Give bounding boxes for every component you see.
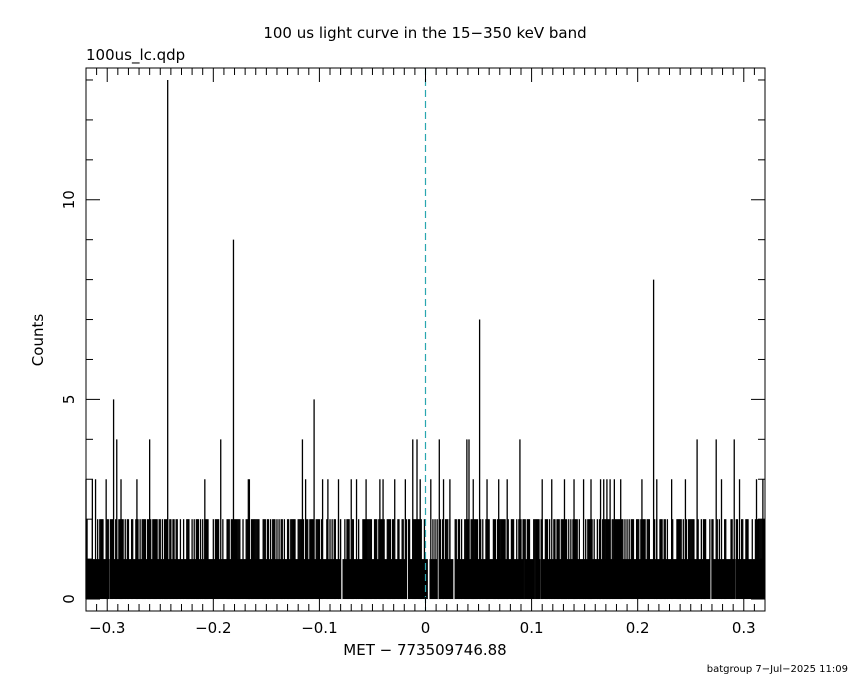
x-axis-label: MET − 773509746.88	[343, 641, 506, 659]
y-tick-label: 5	[60, 395, 78, 405]
y-tick-labels: 0 5 10	[60, 190, 78, 604]
zero-bin	[710, 558, 712, 600]
x-tick-labels: −0.3 −0.2 −0.1 0 0.1 0.2 0.3	[89, 619, 756, 637]
zero-bin	[453, 558, 455, 600]
y-axis-label: Counts	[29, 314, 47, 367]
counts-bars	[85, 79, 765, 600]
x-tick-label: −0.3	[89, 619, 125, 637]
axis-ticks	[85, 68, 766, 611]
footer-timestamp: batgroup 7−Jul−2025 11:09	[707, 664, 848, 675]
zero-bin	[406, 558, 409, 600]
chart-subtitle: 100us_lc.qdp	[86, 46, 185, 65]
zero-bin	[427, 558, 430, 600]
x-tick-label: 0.2	[626, 619, 650, 637]
x-tick-label: 0.1	[520, 619, 544, 637]
x-tick-label: −0.1	[301, 619, 337, 637]
y-tick-label: 10	[60, 190, 78, 209]
zero-bin	[340, 558, 343, 600]
x-tick-label: 0	[421, 619, 431, 637]
zero-bin	[437, 558, 440, 600]
x-tick-label: −0.2	[195, 619, 231, 637]
y-tick-label: 0	[60, 594, 78, 604]
chart-title: 100 us light curve in the 15−350 keV ban…	[263, 24, 586, 42]
x-tick-label: 0.3	[732, 619, 756, 637]
